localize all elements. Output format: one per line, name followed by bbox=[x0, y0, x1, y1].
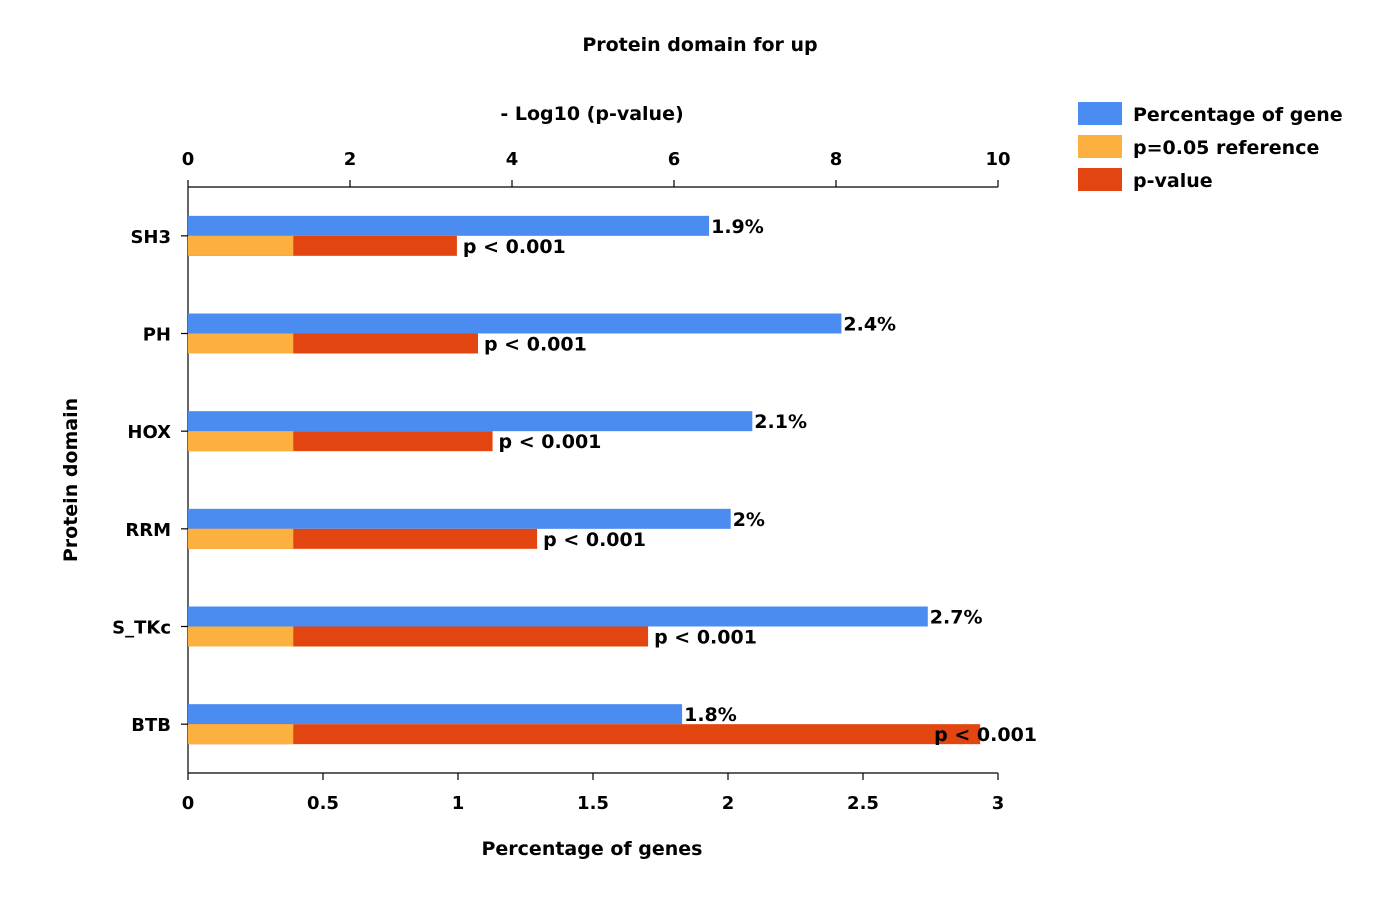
top-tick-label: 0 bbox=[182, 149, 195, 170]
axes: 0 2 4 6 8 10 0 0.5 1 1.5 2 2.5 3 SH3 PH HOX RRM S_TKc BTB bbox=[112, 149, 1010, 814]
bar-p-value bbox=[188, 626, 649, 647]
bars bbox=[188, 215, 981, 745]
bar-p-reference bbox=[188, 431, 294, 452]
p-value-data-label: p < 0.001 bbox=[934, 724, 1037, 746]
legend-swatch bbox=[1078, 102, 1122, 125]
bar-p-value bbox=[188, 724, 981, 745]
top-tick-label: 8 bbox=[830, 149, 843, 170]
category-label: BTB bbox=[131, 715, 171, 736]
top-tick-label: 6 bbox=[668, 149, 681, 170]
p-value-data-label: p < 0.001 bbox=[543, 529, 646, 551]
bar-percentage-of-gene bbox=[188, 313, 842, 334]
top-tick-label: 10 bbox=[985, 149, 1010, 170]
bottom-tick-label: 1 bbox=[452, 793, 465, 814]
bar-percentage-of-gene bbox=[188, 411, 753, 432]
y-axis-label: Protein domain bbox=[60, 398, 82, 562]
p-value-data-label: p < 0.001 bbox=[484, 334, 587, 356]
category-label: RRM bbox=[125, 520, 171, 541]
legend-swatch bbox=[1078, 135, 1122, 158]
bottom-tick-label: 0.5 bbox=[307, 793, 339, 814]
percentage-data-label: 1.9% bbox=[711, 216, 764, 238]
top-tick-label: 4 bbox=[506, 149, 519, 170]
legend-label: p-value bbox=[1133, 170, 1213, 192]
percentage-data-label: 2.4% bbox=[843, 314, 896, 336]
bar-percentage-of-gene bbox=[188, 508, 731, 529]
bottom-tick-label: 1.5 bbox=[577, 793, 609, 814]
bar-percentage-of-gene bbox=[188, 215, 710, 236]
bar-p-reference bbox=[188, 235, 294, 256]
bar-p-reference bbox=[188, 724, 294, 745]
category-label: HOX bbox=[127, 422, 171, 443]
bottom-tick-label: 0 bbox=[182, 793, 195, 814]
bar-percentage-of-gene bbox=[188, 606, 928, 627]
chart-title: Protein domain for up bbox=[582, 34, 817, 56]
bottom-tick-label: 2 bbox=[722, 793, 735, 814]
legend-swatch bbox=[1078, 168, 1122, 191]
percentage-data-label: 1.8% bbox=[684, 704, 737, 726]
category-label: PH bbox=[143, 325, 171, 346]
p-value-data-label: p < 0.001 bbox=[499, 431, 602, 453]
top-axis-label: - Log10 (p-value) bbox=[500, 103, 683, 125]
bar-percentage-of-gene bbox=[188, 704, 683, 725]
category-label: S_TKc bbox=[112, 618, 171, 639]
p-value-data-label: p < 0.001 bbox=[654, 627, 757, 649]
bottom-axis-label: Percentage of genes bbox=[481, 838, 702, 860]
percentage-data-label: 2% bbox=[733, 509, 765, 531]
bar-p-reference bbox=[188, 528, 294, 549]
legend: Percentage of gene p=0.05 reference p-valu… bbox=[1078, 102, 1343, 192]
bar-p-reference bbox=[188, 626, 294, 647]
top-tick-label: 2 bbox=[344, 149, 357, 170]
bar-p-reference bbox=[188, 333, 294, 354]
p-value-data-label: p < 0.001 bbox=[463, 236, 566, 258]
legend-label: Percentage of gene bbox=[1133, 104, 1343, 126]
legend-label: p=0.05 reference bbox=[1133, 137, 1319, 159]
percentage-data-label: 2.1% bbox=[754, 411, 807, 433]
percentage-data-label: 2.7% bbox=[930, 607, 983, 629]
bottom-tick-label: 3 bbox=[992, 793, 1005, 814]
bottom-tick-label: 2.5 bbox=[847, 793, 879, 814]
category-label: SH3 bbox=[130, 227, 171, 248]
data-labels: 1.9% p < 0.001 2.4% p < 0.001 2.1% p < 0.001 2… bbox=[463, 216, 1037, 746]
